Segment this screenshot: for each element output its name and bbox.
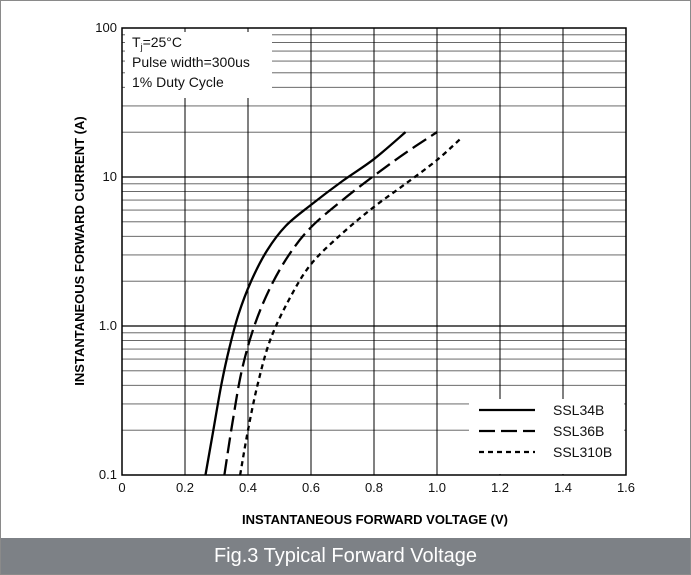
chart-svg: 0 0.2 0.4 0.6 0.8 1.0 1.2 1.4 1.6 0.1 1.0 10 100 SS… [72, 20, 635, 527]
temperature-subscript: j [140, 42, 143, 52]
x-tick-label: 0.2 [176, 480, 194, 495]
y-tick-label: 0.1 [99, 467, 117, 482]
legend-label-ssl36b: SSL36B [553, 423, 604, 439]
x-tick-label: 1.6 [617, 480, 635, 495]
series-line-ssl34b [204, 131, 407, 476]
temperature-symbol: T [132, 34, 141, 50]
x-tick-label: 0.8 [365, 480, 383, 495]
x-tick-labels: 0 0.2 0.4 0.6 0.8 1.0 1.2 1.4 1.6 [118, 480, 635, 495]
legend: SSL34B SSL36B SSL310B [469, 399, 624, 474]
pulse-width-condition: Pulse width=300us [132, 54, 250, 70]
test-conditions-box: Tj=25°C Pulse width=300us 1% Duty Cycle [125, 32, 272, 98]
legend-background [469, 399, 624, 474]
x-tick-label: 1.0 [428, 480, 446, 495]
legend-label-ssl310b: SSL310B [553, 444, 612, 460]
temperature-condition: Tj=25°C [125, 32, 272, 52]
y-tick-label: 10 [103, 169, 117, 184]
x-tick-label: 0.4 [239, 480, 257, 495]
series-lines [204, 131, 463, 476]
x-tick-label: 0 [118, 480, 125, 495]
temperature-value: =25°C [142, 34, 183, 50]
y-axis-label: INSTANTANEOUS FORWARD CURRENT (A) [72, 116, 87, 385]
grid-major [122, 28, 626, 475]
y-tick-label: 100 [95, 20, 117, 35]
y-tick-labels: 0.1 1.0 10 100 [95, 20, 117, 482]
x-tick-label: 1.4 [554, 480, 572, 495]
x-tick-label: 0.6 [302, 480, 320, 495]
figure-caption: Fig.3 Typical Forward Voltage [1, 538, 690, 574]
y-tick-label: 1.0 [99, 318, 117, 333]
x-tick-label: 1.2 [491, 480, 509, 495]
legend-label-ssl34b: SSL34B [553, 402, 604, 418]
duty-cycle-condition: 1% Duty Cycle [132, 74, 224, 90]
x-axis-label: INSTANTANEOUS FORWARD VOLTAGE (V) [242, 512, 508, 527]
series-line-ssl310b [238, 136, 463, 476]
series-line-ssl36b [223, 131, 438, 476]
plot-frame [121, 27, 627, 476]
